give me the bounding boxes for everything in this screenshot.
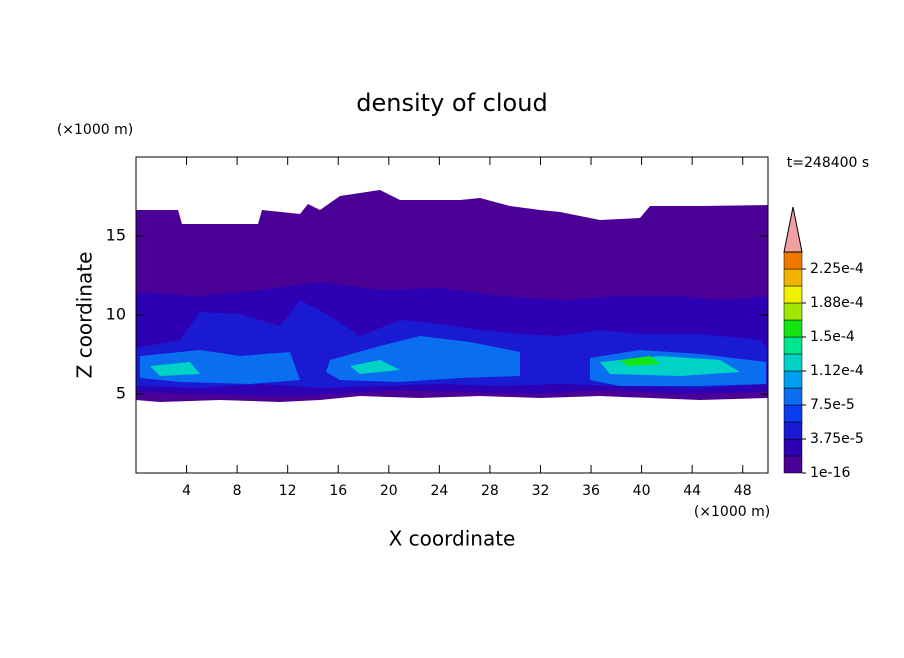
contour-region [140,336,766,386]
colorbar-tick-label: 1.12e-4 [810,363,864,379]
colorbar-tick-label: 2.25e-4 [810,261,864,277]
x-tick-label: 32 [532,483,550,499]
x-axis-label: X coordinate [389,527,516,551]
y-unit: (×1000 m) [57,122,133,138]
colorbar-band [783,438,803,457]
colorbar-band [783,319,803,338]
y-tick-label: 5 [116,384,126,403]
colorbar-band [783,285,803,304]
colorbar-band [783,370,803,389]
colorbar-band [783,387,803,406]
x-tick-label: 24 [430,483,448,499]
colorbar-band [783,302,803,321]
x-tick-label: 44 [683,483,701,499]
colorbar-band [783,353,803,372]
contour-region [150,356,740,376]
x-tick-label: 36 [582,483,600,499]
x-tick-label: 48 [734,483,752,499]
y-tick-label: 15 [106,226,126,245]
colorbar-tick-label: 1e-16 [810,465,850,481]
x-tick-label: 40 [633,483,651,499]
colorbar-band [783,404,803,423]
y-axis-label: Z coordinate [73,252,97,379]
chart-title: density of cloud [356,89,547,117]
colorbar-tick-label: 1.5e-4 [810,329,855,345]
x-tick-label: 12 [279,483,297,499]
y-tick-label: 10 [106,305,126,324]
colorbar-tick-label: 1.88e-4 [810,295,864,311]
colorbar-tick-label: 7.5e-5 [810,397,855,413]
x-tick-label: 20 [380,483,398,499]
colorbar-band [783,251,803,270]
colorbar-band [783,421,803,440]
colorbar-band [783,268,803,287]
time-label: t=248400 s [787,155,869,171]
x-tick-label: 4 [182,483,191,499]
x-tick-label: 8 [233,483,242,499]
colorbar-band [783,455,803,474]
contour-region [620,356,660,366]
colorbar-extend [783,206,803,253]
x-unit: (×1000 m) [694,504,770,520]
x-tick-label: 16 [329,483,347,499]
colorbar-band [783,336,803,355]
x-tick-label: 28 [481,483,499,499]
contour-field [136,190,768,402]
colorbar-tick-label: 3.75e-5 [810,431,864,447]
